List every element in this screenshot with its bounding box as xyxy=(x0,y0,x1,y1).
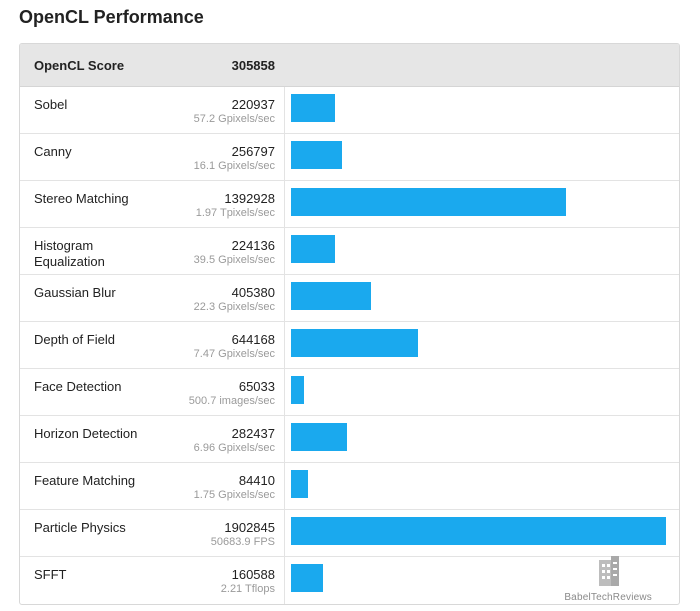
results-list: Sobel 220937 57.2 Gpixels/sec Canny 256797 16… xyxy=(20,87,679,604)
test-name: Depth of Field xyxy=(34,332,115,347)
bar-track xyxy=(291,235,666,263)
score-bar xyxy=(291,564,323,592)
test-rate: 50683.9 FPS xyxy=(210,536,275,548)
test-score: 1902845 xyxy=(224,520,275,535)
test-rate: 22.3 Gpixels/sec xyxy=(193,301,275,313)
result-row: Sobel 220937 57.2 Gpixels/sec xyxy=(20,87,679,134)
result-row: Histogram Equalization 224136 39.5 Gpixels… xyxy=(20,228,679,275)
column-divider xyxy=(284,416,285,462)
result-row: Particle Physics 1902845 50683.9 FPS xyxy=(20,510,679,557)
results-header: OpenCL Score 305858 xyxy=(20,44,679,87)
test-score: 405380 xyxy=(231,285,275,300)
test-name: Gaussian Blur xyxy=(34,285,116,300)
test-name: Canny xyxy=(34,144,72,159)
column-divider xyxy=(284,228,285,274)
column-divider xyxy=(284,87,285,133)
column-divider xyxy=(284,134,285,180)
score-bar xyxy=(291,517,666,545)
result-row: Gaussian Blur 405380 22.3 Gpixels/sec xyxy=(20,275,679,322)
bar-track xyxy=(291,329,666,357)
test-rate: 7.47 Gpixels/sec xyxy=(193,348,275,360)
test-rate: 57.2 Gpixels/sec xyxy=(193,113,275,125)
test-score: 65033 xyxy=(238,379,275,394)
column-divider xyxy=(284,557,285,604)
test-score: 256797 xyxy=(231,144,275,159)
test-score: 224136 xyxy=(231,238,275,253)
column-divider xyxy=(284,369,285,415)
test-score: 220937 xyxy=(231,97,275,112)
bar-track xyxy=(291,94,666,122)
score-bar xyxy=(291,188,566,216)
results-panel: OpenCL Score 305858 Sobel 220937 57.2 Gpix… xyxy=(19,43,680,605)
result-row: Depth of Field 644168 7.47 Gpixels/sec xyxy=(20,322,679,369)
test-rate: 500.7 images/sec xyxy=(188,395,275,407)
test-rate: 1.75 Gpixels/sec xyxy=(193,489,275,501)
bar-track xyxy=(291,188,666,216)
bar-track xyxy=(291,423,666,451)
test-rate: 1.97 Tpixels/sec xyxy=(195,207,275,219)
test-score: 1392928 xyxy=(224,191,275,206)
column-divider xyxy=(284,510,285,556)
test-name: Stereo Matching xyxy=(34,191,129,206)
test-score: 84410 xyxy=(238,473,275,488)
bar-track xyxy=(291,282,666,310)
score-bar xyxy=(291,376,304,404)
watermark-text: BabelTechReviews xyxy=(564,592,652,603)
score-bar xyxy=(291,423,347,451)
test-rate: 16.1 Gpixels/sec xyxy=(193,160,275,172)
column-divider xyxy=(284,275,285,321)
result-row: SFFT 160588 2.21 Tflops xyxy=(20,557,679,604)
building-logo-icon xyxy=(599,556,620,586)
score-bar xyxy=(291,329,418,357)
result-row: Feature Matching 84410 1.75 Gpixels/sec xyxy=(20,463,679,510)
page-title: OpenCL Performance xyxy=(19,7,204,27)
score-bar xyxy=(291,94,335,122)
test-name: Horizon Detection xyxy=(34,426,138,441)
test-name: Particle Physics xyxy=(34,520,126,535)
bar-track xyxy=(291,470,666,498)
bar-track xyxy=(291,564,666,592)
test-name: Histogram Equalization xyxy=(34,238,105,269)
test-name: Sobel xyxy=(34,97,68,112)
header-label: OpenCL Score xyxy=(34,58,125,73)
result-row: Stereo Matching 1392928 1.97 Tpixels/sec xyxy=(20,181,679,228)
column-divider xyxy=(284,322,285,368)
column-divider xyxy=(284,463,285,509)
test-name: Feature Matching xyxy=(34,473,136,488)
test-name: Face Detection xyxy=(34,379,122,394)
bar-track xyxy=(291,376,666,404)
test-score: 644168 xyxy=(231,332,275,347)
result-row: Face Detection 65033 500.7 images/sec xyxy=(20,369,679,416)
test-rate: 6.96 Gpixels/sec xyxy=(193,442,275,454)
bar-track xyxy=(291,141,666,169)
score-bar xyxy=(291,235,335,263)
column-divider xyxy=(284,181,285,227)
score-bar xyxy=(291,141,342,169)
test-score: 160588 xyxy=(231,567,275,582)
score-bar xyxy=(291,470,308,498)
bar-track xyxy=(291,517,666,545)
test-score: 282437 xyxy=(231,426,275,441)
test-name: SFFT xyxy=(34,567,67,582)
result-row: Horizon Detection 282437 6.96 Gpixels/sec xyxy=(20,416,679,463)
test-rate: 2.21 Tflops xyxy=(220,583,275,595)
header-score: 305858 xyxy=(231,58,275,73)
score-bar xyxy=(291,282,371,310)
result-row: Canny 256797 16.1 Gpixels/sec xyxy=(20,134,679,181)
test-rate: 39.5 Gpixels/sec xyxy=(193,254,275,266)
watermark: BabelTechReviews xyxy=(564,554,652,603)
